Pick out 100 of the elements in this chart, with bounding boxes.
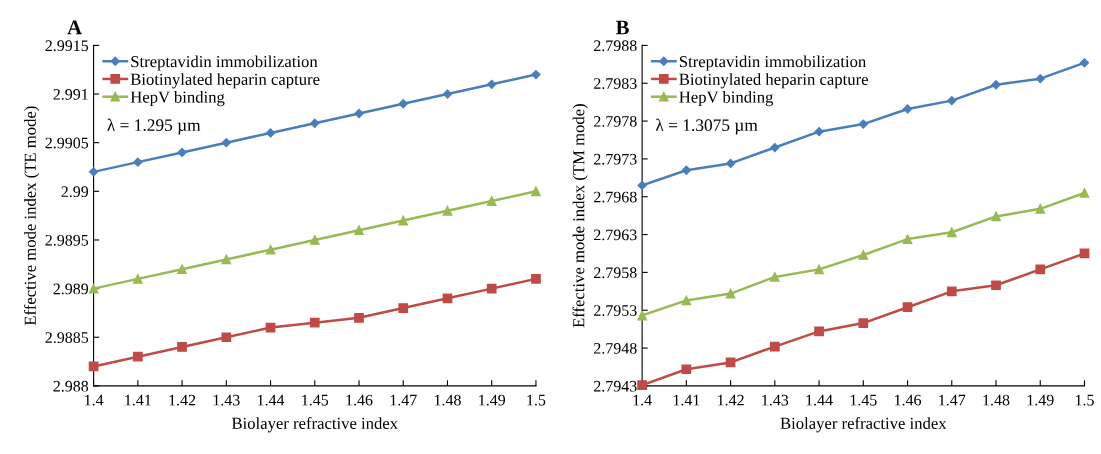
point xyxy=(858,318,869,328)
legend-label: Streptavidin immobilization xyxy=(131,55,318,71)
x-tick-label: 1.5 xyxy=(527,394,546,406)
annotation: λ = 1.3075 µm xyxy=(655,118,758,135)
x-tick-label: 1.44 xyxy=(806,394,833,406)
y-tick-label: 2.7958 xyxy=(594,267,637,279)
x-tick-label: 1.47 xyxy=(390,394,417,406)
point xyxy=(177,264,187,275)
point xyxy=(132,274,143,284)
y-tick-label: 2.988 xyxy=(53,380,89,392)
x-tick-label: 1.47 xyxy=(939,394,966,406)
point xyxy=(398,99,408,109)
point xyxy=(486,196,497,206)
x-tick-label: 1.45 xyxy=(302,394,329,406)
point xyxy=(309,235,320,245)
chart-title: B xyxy=(615,20,629,35)
legend-label: Streptavidin immobilization xyxy=(679,55,867,71)
y-tick-label: 2.9915 xyxy=(45,40,89,52)
point xyxy=(991,280,1001,291)
point xyxy=(991,211,1001,222)
point xyxy=(858,250,869,260)
y-tick-label: 2.7948 xyxy=(594,342,637,354)
y-tick-label: 2.99 xyxy=(61,186,89,198)
x-tick-label: 1.43 xyxy=(762,394,789,406)
point xyxy=(637,180,647,191)
point xyxy=(221,332,232,343)
point xyxy=(902,302,913,313)
point xyxy=(221,254,232,265)
point xyxy=(681,295,692,306)
point xyxy=(265,244,276,255)
point xyxy=(88,167,99,177)
annotation: λ = 1.295 µm xyxy=(107,118,201,135)
legend-label: Biotinylated heparin capture xyxy=(679,73,868,89)
point xyxy=(769,341,780,352)
point xyxy=(814,264,824,275)
point xyxy=(725,288,736,299)
point xyxy=(354,225,364,236)
point xyxy=(681,364,692,375)
point xyxy=(725,158,736,169)
point xyxy=(1035,264,1046,275)
point xyxy=(221,138,231,148)
point xyxy=(88,283,99,294)
point xyxy=(770,142,780,153)
x-axis-title: Biolayer refractive index xyxy=(231,417,398,433)
point xyxy=(814,127,824,137)
y-tick-label: 2.989 xyxy=(53,283,89,295)
point xyxy=(309,317,320,328)
point xyxy=(133,157,143,167)
legend-label: Biotinylated heparin capture xyxy=(130,73,320,89)
point xyxy=(681,165,691,175)
point xyxy=(531,186,541,197)
point xyxy=(946,286,957,297)
y-tick-label: 2.7983 xyxy=(594,78,637,89)
point xyxy=(902,104,913,114)
legend-label: HepV binding xyxy=(679,90,774,107)
point xyxy=(398,215,409,226)
y-axis-title: Effective mode index (TM mode) xyxy=(572,104,588,328)
y-tick-label: 2.7963 xyxy=(594,229,637,241)
y-tick-label: 2.7973 xyxy=(594,153,637,165)
point xyxy=(531,274,541,284)
x-tick-label: 1.42 xyxy=(169,394,196,406)
point xyxy=(486,283,497,294)
point xyxy=(442,89,453,99)
x-tick-label: 1.43 xyxy=(213,394,240,406)
y-tick-label: 2.9895 xyxy=(45,234,89,246)
y-tick-label: 2.9905 xyxy=(45,137,89,149)
point xyxy=(487,79,497,89)
x-tick-label: 1.48 xyxy=(983,394,1010,406)
point xyxy=(947,96,957,106)
point xyxy=(902,234,913,244)
point xyxy=(814,326,824,337)
point xyxy=(132,351,143,362)
point xyxy=(354,108,364,119)
x-tick-label: 1.46 xyxy=(346,394,373,406)
x-axis-title: Biolayer refractive index xyxy=(780,417,947,433)
point xyxy=(265,128,276,138)
x-tick-label: 1.42 xyxy=(718,394,744,406)
x-tick-label: 1.4 xyxy=(633,394,652,406)
point xyxy=(637,310,647,321)
x-tick-label: 1.4 xyxy=(85,394,104,406)
x-tick-label: 1.49 xyxy=(1027,394,1054,406)
point xyxy=(354,312,364,323)
x-tick-label: 1.41 xyxy=(673,394,700,406)
point xyxy=(1079,58,1090,68)
point xyxy=(1035,74,1045,84)
chart-title: A xyxy=(67,20,82,35)
y-tick-label: 2.991 xyxy=(53,89,88,100)
legend-label: HepV binding xyxy=(130,90,225,107)
point xyxy=(1079,188,1090,198)
point xyxy=(1035,203,1046,214)
x-tick-label: 1.49 xyxy=(479,394,506,406)
point xyxy=(310,118,320,128)
y-axis-title: Effective mode index (TE mode) xyxy=(23,106,40,326)
point xyxy=(531,69,541,80)
y-tick-label: 2.7978 xyxy=(594,115,637,127)
point xyxy=(398,303,409,313)
x-tick-label: 1.46 xyxy=(894,394,922,406)
x-tick-label: 1.45 xyxy=(850,394,877,406)
point xyxy=(442,205,453,216)
x-tick-label: 1.41 xyxy=(125,394,151,406)
